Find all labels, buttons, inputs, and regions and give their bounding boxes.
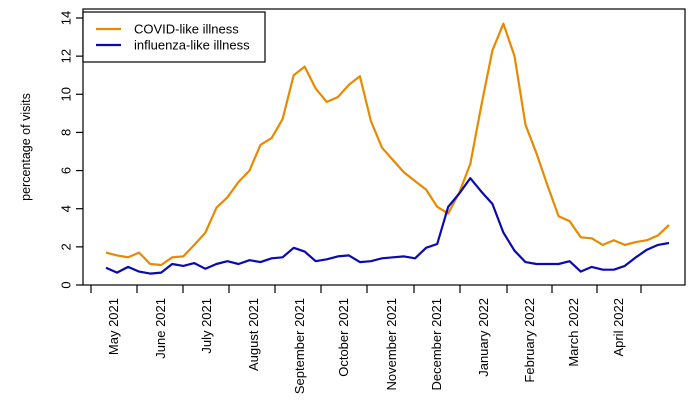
x-tick-label: May 2021 (106, 298, 121, 355)
x-tick-label: March 2022 (566, 298, 581, 367)
y-axis: 0 2 4 6 8 10 12 14 (59, 11, 83, 289)
y-tick-label: 12 (59, 49, 74, 63)
x-tick-label: June 2021 (153, 298, 168, 359)
y-tick-label: 0 (59, 281, 74, 288)
plot-frame (82, 8, 686, 286)
legend-box (82, 11, 266, 63)
y-tick-label: 4 (59, 205, 74, 212)
legend-label: COVID-like illness (134, 22, 239, 37)
x-tick-label: August 2021 (246, 298, 261, 371)
x-tick-label: November 2021 (384, 298, 399, 391)
x-tick-label: April 2022 (611, 298, 626, 357)
series-line-covid (105, 22, 670, 267)
series-layer (105, 22, 670, 275)
y-tick-label: 8 (59, 129, 74, 136)
series-line-influenza (105, 177, 670, 275)
x-tick-label: October 2021 (336, 298, 351, 377)
y-tick-label: 6 (59, 167, 74, 174)
y-tick-label: 2 (59, 243, 74, 250)
legend-label: influenza-like illness (134, 38, 250, 53)
x-tick-label: September 2021 (292, 298, 307, 394)
x-tick-label: December 2021 (429, 298, 444, 391)
y-axis-label: percentage of visits (19, 93, 33, 201)
y-tick-label: 14 (59, 11, 74, 25)
x-tick-label: January 2022 (476, 298, 491, 377)
x-tick-label: February 2022 (522, 298, 537, 383)
x-axis: May 2021 June 2021 July 2021 August 2021 Sep… (90, 285, 642, 394)
x-tick-label: July 2021 (199, 298, 214, 354)
y-tick-label: 10 (59, 87, 74, 101)
